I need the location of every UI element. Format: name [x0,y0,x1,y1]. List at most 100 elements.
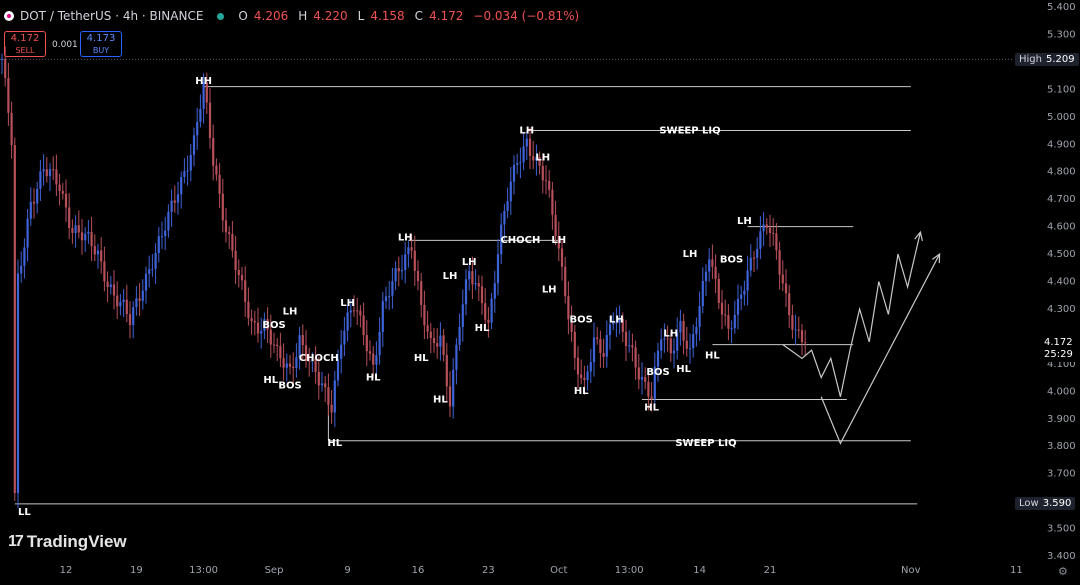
candle-body [212,138,215,166]
sell-button[interactable]: 4.172 SELL [4,31,46,57]
symbol-title[interactable]: DOT / TetherUS · 4h · BINANCE [20,9,204,23]
candle-body [90,231,93,247]
structure-label: HL [327,438,342,449]
candle-body [644,377,647,382]
candle-body [160,236,164,238]
structure-label: BOS [278,381,301,392]
candle-body [87,231,90,234]
candle-body [340,344,343,359]
candle-body [752,257,756,259]
structure-label: SWEEP LIQ [675,438,736,449]
low-label: L [357,9,365,23]
candle-body [64,193,68,208]
candle-body [519,162,522,164]
candle-body [205,82,208,103]
candle-body [733,314,736,329]
candle-body [496,254,500,284]
candle-body [260,330,263,334]
candle-body [119,301,122,307]
candle-body [791,315,794,330]
candle-body [548,180,551,190]
candle-body [186,170,189,172]
projection-zigzag-arrowhead [914,230,923,242]
candle-body [759,231,762,249]
tradingview-logo[interactable]: 17 TradingView [8,532,127,552]
candle-body [148,269,151,274]
candle-body [96,250,100,255]
candle-body [490,298,493,323]
candle-body [391,281,394,296]
candle-body [698,306,701,327]
candle-body [714,266,717,279]
settings-gear-icon[interactable]: ⚙ [1058,565,1068,578]
structure-label: HL [475,323,490,334]
high-price-tag: High 5.209 [1015,53,1079,66]
candle-body [605,334,608,357]
candle-body [749,257,752,271]
market-open-dot-icon [217,12,225,20]
candle-body [663,338,666,340]
candle-body [567,296,570,320]
candle-body [381,301,384,332]
structure-label: HL [644,403,659,414]
sell-price: 4.172 [10,33,40,44]
candle-body [416,270,420,282]
candle-body [61,191,64,194]
candle-body [138,298,141,301]
candle-body [55,169,58,185]
candle-body [244,280,247,302]
candle-body [77,225,80,233]
candle-body [660,339,663,351]
candle-body [80,232,84,241]
candle-body [74,225,77,233]
y-tick-label: 4.700 [1047,194,1076,205]
candle-body [327,387,330,405]
y-tick-label: 5.100 [1047,84,1076,95]
candle-body [314,358,317,372]
candle-body [4,59,7,78]
candle-body [448,386,452,407]
candle-body [71,227,74,233]
candle-body [116,295,119,307]
candle-body [288,363,292,367]
candle-body [708,259,711,272]
x-tick-label: 23 [482,565,495,576]
current-price-value: 4.172 [1044,337,1073,348]
spread-value: 0.001 [52,40,78,50]
structure-label: CHOCH [299,353,339,364]
x-tick-label: 11 [1010,565,1023,576]
candle-body [276,344,279,347]
candle-body [167,211,170,231]
y-tick-label: 4.000 [1047,386,1076,397]
candle-body [407,247,410,255]
candle-body [420,281,423,305]
candle-body [477,283,480,287]
candle-body [439,335,442,347]
candle-body [634,347,637,368]
candle-body [503,211,506,225]
candle-body [676,332,679,351]
candle-body [778,250,781,275]
candle-body [304,345,308,361]
structure-label: CHOCH [500,235,540,246]
structure-label: LH [340,298,355,309]
y-tick-label: 3.400 [1047,551,1076,562]
y-tick-label: 4.100 [1047,359,1076,370]
candle-body [10,112,13,146]
candle-body [292,366,295,369]
candle-body [109,284,112,288]
candle-body [704,271,708,282]
candle-body [397,268,400,272]
y-tick-label: 3.900 [1047,414,1076,425]
buy-button[interactable]: 4.173 BUY [80,31,122,57]
candle-body [413,250,416,271]
candle-body [612,322,615,325]
candle-body [685,340,688,349]
candle-body [266,319,269,330]
candle-body [356,310,359,312]
candle-body [125,299,128,315]
candle-body [189,154,192,171]
candle-body [602,353,605,357]
candle-body [480,286,484,304]
